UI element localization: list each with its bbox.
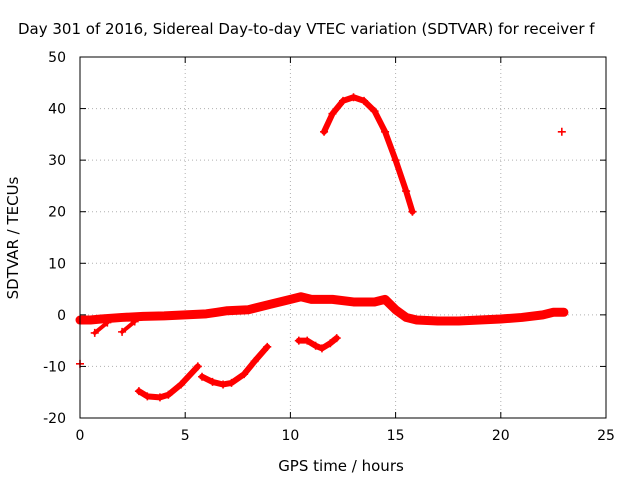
grid bbox=[80, 57, 606, 418]
data-point bbox=[97, 314, 106, 323]
data-point bbox=[86, 316, 95, 325]
y-axis-label: SDTVAR / TECUs bbox=[4, 176, 22, 299]
data-point bbox=[402, 187, 411, 196]
data-point bbox=[349, 93, 358, 102]
y-tick-label: 50 bbox=[48, 50, 66, 66]
axis-ticks: 0 5 10 15 20 25 -20 -10 0 10 20 30 40 50 bbox=[43, 50, 615, 444]
data-point bbox=[202, 309, 211, 318]
series-spur-1 bbox=[90, 318, 112, 337]
data-point bbox=[311, 341, 320, 350]
data-point bbox=[130, 317, 139, 326]
data-point bbox=[360, 96, 369, 105]
data-point bbox=[332, 334, 341, 343]
data-point bbox=[391, 305, 400, 314]
y-tick-label: 30 bbox=[48, 153, 66, 169]
series-arc-low-1 bbox=[134, 362, 202, 402]
data-point bbox=[303, 336, 312, 345]
series-isolated bbox=[76, 127, 566, 368]
data-point bbox=[454, 317, 463, 326]
x-tick-label: 0 bbox=[76, 428, 85, 444]
series-trace bbox=[120, 319, 137, 334]
x-tick-label: 5 bbox=[181, 428, 190, 444]
data-point bbox=[328, 295, 337, 304]
series-trace bbox=[135, 363, 201, 401]
data-point bbox=[223, 306, 232, 315]
data-point bbox=[307, 295, 316, 304]
y-tick-label: 20 bbox=[48, 205, 66, 221]
data-point bbox=[118, 313, 127, 322]
series-arc-low-3 bbox=[294, 334, 341, 353]
data-point bbox=[176, 380, 185, 389]
data-point bbox=[326, 339, 335, 348]
data-point bbox=[408, 207, 417, 216]
plot-frame bbox=[79, 56, 607, 419]
data-point bbox=[349, 297, 358, 306]
data-point bbox=[475, 316, 484, 325]
data-point bbox=[139, 312, 148, 321]
data-point bbox=[320, 127, 329, 136]
data-point bbox=[103, 318, 112, 327]
x-tick-label: 15 bbox=[387, 428, 405, 444]
data-point bbox=[286, 295, 295, 304]
data-point bbox=[143, 392, 152, 401]
data-point bbox=[402, 313, 411, 322]
data-point bbox=[212, 308, 221, 317]
data-point bbox=[198, 372, 207, 381]
data-point bbox=[370, 297, 379, 306]
data-point bbox=[381, 295, 390, 304]
x-axis-label: GPS time / hours bbox=[278, 457, 404, 475]
series-arc-low-2 bbox=[198, 342, 272, 389]
data-point bbox=[265, 300, 274, 309]
data-point bbox=[381, 127, 390, 136]
data-point bbox=[208, 377, 217, 386]
data-point bbox=[412, 316, 421, 325]
data-point bbox=[339, 96, 347, 105]
data-point bbox=[538, 310, 547, 319]
data-point bbox=[294, 336, 303, 345]
x-tick-label: 20 bbox=[492, 428, 510, 444]
data-point bbox=[370, 107, 379, 116]
series-spur-2 bbox=[118, 317, 139, 336]
data-point bbox=[164, 390, 173, 399]
data-point bbox=[517, 313, 526, 322]
data-point bbox=[557, 127, 566, 136]
y-tick-label: -10 bbox=[43, 359, 66, 375]
y-tick-label: 0 bbox=[57, 308, 66, 324]
data-point bbox=[496, 314, 505, 323]
y-tick-label: 10 bbox=[48, 256, 66, 272]
data-point bbox=[559, 308, 568, 317]
data-point bbox=[155, 393, 164, 402]
data-point bbox=[250, 357, 259, 366]
data-point bbox=[90, 328, 99, 337]
chart-title: Day 301 of 2016, Sidereal Day-to-day VTE… bbox=[18, 20, 595, 38]
x-tick-label: 10 bbox=[281, 428, 299, 444]
data-point bbox=[296, 292, 305, 301]
series-band bbox=[75, 292, 569, 326]
data-point bbox=[328, 109, 337, 118]
series-trace bbox=[92, 320, 110, 335]
series-baseline bbox=[75, 292, 569, 326]
plot-area bbox=[75, 93, 569, 402]
series-trace bbox=[321, 94, 416, 215]
data-point bbox=[391, 156, 400, 165]
y-tick-label: -20 bbox=[43, 411, 66, 427]
data-point bbox=[134, 387, 143, 396]
data-point bbox=[227, 378, 236, 387]
series-arc-high bbox=[320, 93, 417, 216]
data-point bbox=[433, 317, 442, 326]
data-point bbox=[181, 310, 190, 319]
data-point bbox=[244, 305, 253, 314]
data-point bbox=[219, 380, 228, 389]
data-point bbox=[160, 311, 169, 320]
y-tick-label: 40 bbox=[48, 102, 66, 118]
data-point bbox=[193, 362, 202, 371]
x-tick-label: 25 bbox=[597, 428, 615, 444]
data-point bbox=[118, 327, 127, 336]
data-point bbox=[549, 308, 558, 317]
data-point bbox=[240, 370, 249, 379]
data-point bbox=[263, 342, 272, 351]
data-point bbox=[317, 344, 326, 353]
